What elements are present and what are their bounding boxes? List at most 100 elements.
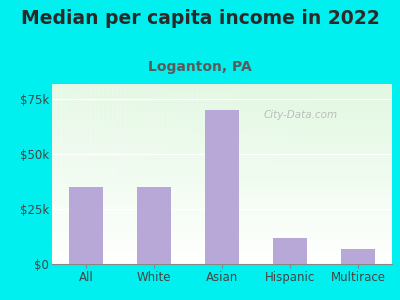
Bar	[52, 192, 392, 194]
Bar	[52, 90, 392, 92]
Bar	[52, 220, 392, 222]
Bar	[52, 196, 392, 198]
Bar	[52, 194, 392, 195]
Bar	[52, 244, 392, 246]
Bar	[316, 84, 320, 264]
Bar	[56, 84, 60, 264]
Bar	[52, 150, 392, 152]
Bar	[124, 84, 128, 264]
Bar	[307, 84, 311, 264]
Bar	[52, 212, 392, 213]
Bar	[69, 84, 73, 264]
Bar	[107, 84, 112, 264]
Bar	[388, 84, 392, 264]
Bar	[222, 84, 226, 264]
Bar	[52, 249, 392, 250]
Bar	[52, 206, 392, 207]
Bar	[52, 124, 392, 126]
Bar	[52, 165, 392, 166]
Bar	[52, 202, 392, 204]
Bar	[52, 224, 392, 225]
Bar	[162, 84, 167, 264]
Bar	[52, 138, 392, 140]
Bar	[52, 236, 392, 237]
Bar	[52, 116, 392, 117]
Bar	[52, 228, 392, 230]
Bar	[192, 84, 196, 264]
Bar	[345, 84, 350, 264]
Bar	[264, 84, 269, 264]
Bar	[52, 198, 392, 200]
Bar	[52, 154, 392, 156]
Bar	[150, 84, 154, 264]
Bar	[52, 188, 392, 189]
Bar	[52, 117, 392, 118]
Bar	[112, 84, 116, 264]
Bar	[154, 84, 158, 264]
Bar	[52, 256, 392, 258]
Bar	[52, 153, 392, 154]
Bar	[52, 200, 392, 201]
Bar	[196, 84, 201, 264]
Bar	[52, 147, 392, 148]
Bar	[120, 84, 124, 264]
Bar	[52, 167, 392, 168]
Bar	[52, 123, 392, 124]
Bar	[362, 84, 366, 264]
Bar	[269, 84, 273, 264]
Bar	[116, 84, 120, 264]
Bar	[52, 230, 392, 231]
Bar	[366, 84, 371, 264]
Bar	[52, 238, 392, 240]
Bar	[60, 84, 65, 264]
Bar	[99, 84, 103, 264]
Bar	[133, 84, 137, 264]
Bar	[52, 100, 392, 102]
Bar	[52, 84, 392, 86]
Bar	[52, 243, 392, 244]
Bar	[52, 231, 392, 232]
Bar	[52, 94, 392, 96]
Bar	[52, 169, 392, 171]
Bar	[52, 184, 392, 186]
Bar	[103, 84, 107, 264]
Bar	[52, 262, 392, 264]
Bar	[52, 132, 392, 134]
Bar	[52, 136, 392, 138]
Bar	[52, 168, 392, 170]
Bar	[52, 213, 392, 214]
Bar	[52, 219, 392, 220]
Bar	[52, 108, 392, 110]
Bar	[52, 234, 392, 236]
Bar	[290, 84, 294, 264]
Bar	[52, 171, 392, 172]
Bar	[52, 180, 392, 182]
Bar	[52, 135, 392, 136]
Bar	[252, 84, 256, 264]
Bar	[214, 84, 218, 264]
Bar	[332, 84, 337, 264]
Bar	[171, 84, 175, 264]
Bar	[52, 195, 392, 196]
Bar	[52, 126, 392, 128]
Bar	[226, 84, 230, 264]
Bar	[205, 110, 239, 264]
Bar	[158, 84, 162, 264]
Bar	[128, 84, 133, 264]
Bar	[94, 84, 99, 264]
Bar	[303, 84, 307, 264]
Bar	[52, 162, 392, 164]
Bar	[52, 85, 392, 87]
Bar	[52, 164, 392, 165]
Bar	[52, 120, 392, 122]
Bar	[52, 148, 392, 150]
Bar	[52, 158, 392, 159]
Bar	[52, 189, 392, 190]
Bar	[52, 207, 392, 208]
Bar	[282, 84, 286, 264]
Bar	[52, 260, 392, 261]
Bar	[52, 186, 392, 188]
Bar	[52, 118, 392, 120]
Bar	[379, 84, 384, 264]
Bar	[52, 210, 392, 212]
